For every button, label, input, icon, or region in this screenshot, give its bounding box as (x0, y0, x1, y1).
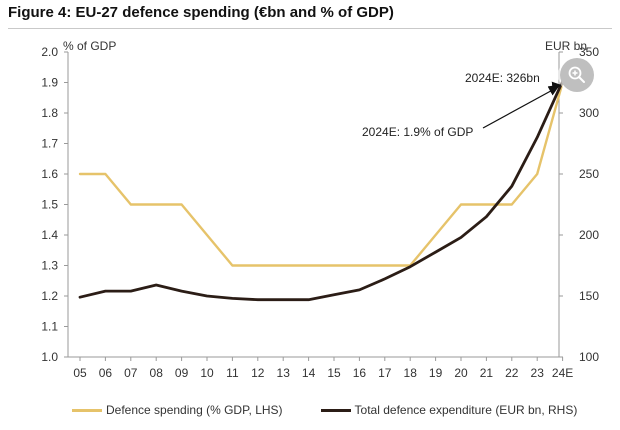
annotation-label-eur: 2024E: 326bn (465, 71, 540, 85)
x-tick-label: 17 (378, 366, 392, 380)
legend-label-gdp: Defence spending (% GDP, LHS) (106, 403, 283, 417)
right-axis-label: EUR bn (545, 39, 587, 53)
x-tick-label: 07 (124, 366, 138, 380)
left-axis-label: % of GDP (63, 39, 116, 53)
annotation-arrow-gdp (482, 86, 559, 129)
left-tick-label: 1.6 (41, 167, 58, 181)
annotation-layer (482, 81, 562, 129)
left-tick-label: 1.0 (41, 350, 58, 364)
left-tick-label: 1.8 (41, 106, 58, 120)
left-tick-label: 1.9 (41, 76, 58, 90)
left-tick-label: 1.5 (41, 198, 58, 212)
left-tick-label: 1.1 (41, 320, 58, 334)
legend-swatch-eur (320, 408, 351, 412)
x-tick-label: 16 (353, 366, 367, 380)
right-tick-label: 200 (579, 228, 599, 242)
x-tick-label: 24E (552, 366, 573, 380)
x-tick-label: 20 (454, 366, 468, 380)
left-tick-label: 1.3 (41, 259, 58, 273)
chart-title: Figure 4: EU-27 defence spending (€bn an… (8, 4, 394, 21)
series-line-gdp (78, 81, 564, 267)
x-tick-label: 18 (404, 366, 418, 380)
x-tick-label: 11 (226, 366, 239, 380)
right-tick-label: 250 (579, 167, 599, 181)
axes-layer: 1.0 1.1 1.2 1.3 1.4 1.5 1.6 1.7 1.8 1.9 2.0 100 150 2… (41, 45, 599, 380)
series-layer (78, 79, 564, 302)
x-tick-label: 12 (251, 366, 265, 380)
series-line-eur (78, 79, 564, 302)
annotation-label-gdp: 2024E: 1.9% of GDP (362, 125, 473, 139)
x-tick-label: 06 (99, 366, 113, 380)
legend-swatch-gdp (72, 408, 102, 412)
right-tick-label: 350 (579, 45, 599, 59)
right-tick-label: 300 (579, 106, 599, 120)
legend-item-eur: Total defence expenditure (EUR bn, RHS) (320, 403, 578, 417)
x-tick-label: 15 (327, 366, 341, 380)
x-tick-label: 08 (150, 366, 164, 380)
x-tick-label: 14 (302, 366, 316, 380)
left-tick-label: 1.7 (41, 137, 58, 151)
x-tick-label: 09 (175, 366, 189, 380)
legend-item-gdp: Defence spending (% GDP, LHS) (72, 403, 283, 417)
x-tick-label: 05 (73, 366, 87, 380)
zoom-button[interactable] (560, 58, 594, 92)
zoom-in-icon (568, 66, 585, 83)
x-tick-label: 19 (429, 366, 443, 380)
left-tick-label: 1.2 (41, 289, 58, 303)
title-divider (8, 28, 612, 29)
left-tick-label: 2.0 (41, 45, 58, 59)
right-tick-label: 150 (579, 289, 599, 303)
chart-legend: Defence spending (% GDP, LHS) Total defe… (72, 403, 615, 417)
x-tick-label: 22 (505, 366, 519, 380)
right-tick-label: 100 (579, 350, 599, 364)
x-tick-label: 21 (480, 366, 494, 380)
x-tick-label: 23 (531, 366, 545, 380)
left-tick-label: 1.4 (41, 228, 58, 242)
legend-label-eur: Total defence expenditure (EUR bn, RHS) (354, 403, 578, 417)
x-tick-label: 10 (200, 366, 214, 380)
chart-area: 1.0 1.1 1.2 1.3 1.4 1.5 1.6 1.7 1.8 1.9 2.0 100 150 2… (41, 39, 599, 380)
x-tick-label: 13 (277, 366, 291, 380)
